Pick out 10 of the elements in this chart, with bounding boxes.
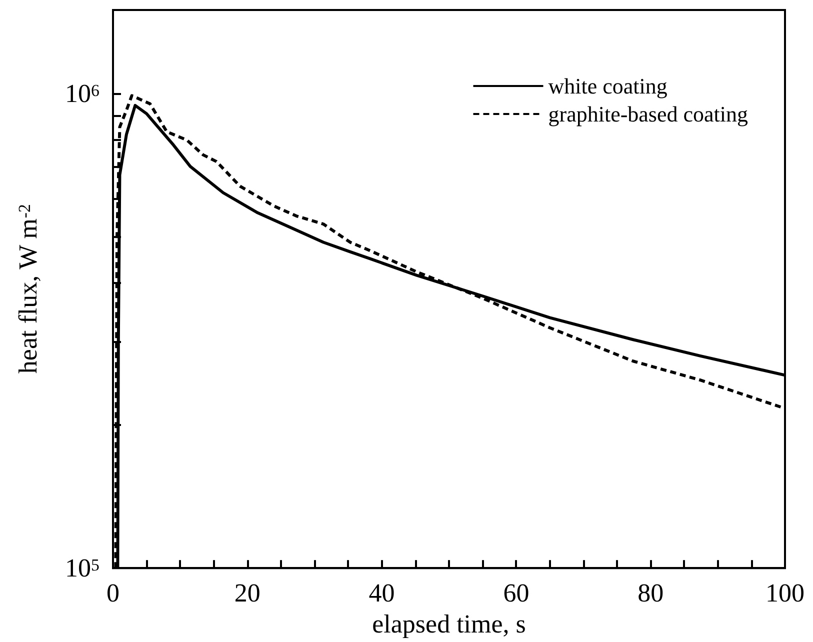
x-tick-label: 0 xyxy=(106,578,120,608)
x-tick-label: 20 xyxy=(234,578,260,608)
legend-label: white coating xyxy=(548,74,668,98)
x-axis-title: elapsed time, s xyxy=(372,610,526,638)
y-axis-title: heat flux, W m-2 xyxy=(14,204,42,374)
x-tick-label: 40 xyxy=(368,578,395,608)
legend-label: graphite-based coating xyxy=(548,102,748,126)
x-tick-label: 80 xyxy=(638,578,664,608)
x-tick-label: 60 xyxy=(503,578,530,608)
x-tick-label: 100 xyxy=(766,578,804,608)
